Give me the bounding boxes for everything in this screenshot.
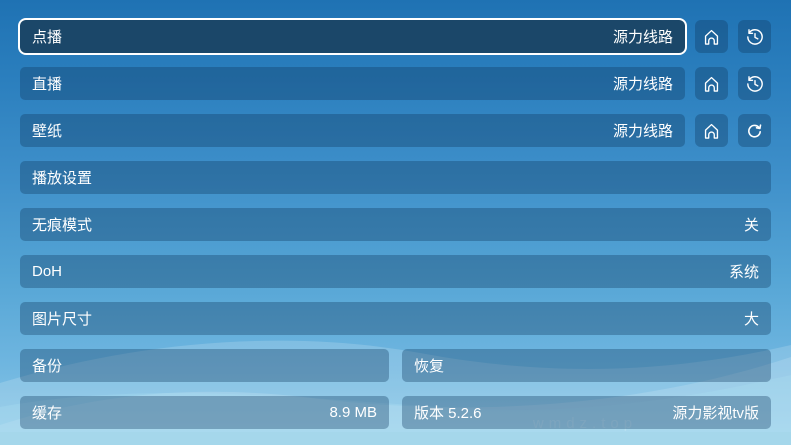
vod-line-bar[interactable]: 点播 源力线路 — [20, 20, 685, 53]
image-size-label: 图片尺寸 — [32, 311, 93, 328]
edition-label: 源力影视tv版 — [672, 405, 759, 422]
backup-button[interactable]: 备份 — [20, 349, 389, 382]
live-history-button[interactable] — [738, 67, 771, 100]
setting-row-incognito: 无痕模式 关 — [20, 208, 771, 241]
wallpaper-line-value: 源力线路 — [612, 123, 673, 140]
doh-bar[interactable]: DoH 系统 — [20, 255, 771, 288]
setting-row-playback: 播放设置 — [20, 161, 771, 194]
live-line-value: 源力线路 — [612, 76, 673, 93]
live-home-button[interactable] — [695, 67, 728, 100]
version-label: 版本 5.2.6 — [414, 405, 482, 422]
vod-label: 点播 — [32, 29, 63, 46]
home-icon — [702, 74, 721, 93]
setting-row-image-size: 图片尺寸 大 — [20, 302, 771, 335]
version-bar[interactable]: 版本 5.2.6 源力影视tv版 — [402, 396, 771, 429]
restore-button[interactable]: 恢复 — [402, 349, 771, 382]
incognito-mode-bar[interactable]: 无痕模式 关 — [20, 208, 771, 241]
vod-home-button[interactable] — [695, 20, 728, 53]
restore-label: 恢复 — [414, 358, 445, 375]
backup-restore-row: 备份 恢复 — [20, 349, 771, 382]
setting-row-live: 直播 源力线路 — [20, 67, 771, 100]
incognito-mode-value: 关 — [743, 217, 759, 234]
wallpaper-label: 壁纸 — [32, 123, 63, 140]
vod-history-button[interactable] — [738, 20, 771, 53]
status-row: 缓存 8.9 MB 版本 5.2.6 源力影视tv版 — [20, 396, 771, 429]
live-line-bar[interactable]: 直播 源力线路 — [20, 67, 685, 100]
vod-line-value: 源力线路 — [612, 29, 673, 46]
image-size-value: 大 — [743, 311, 759, 328]
doh-label: DoH — [32, 263, 63, 280]
cache-size: 8.9 MB — [329, 404, 377, 421]
home-icon — [702, 27, 721, 46]
setting-row-vod: 点播 源力线路 — [20, 20, 771, 53]
live-label: 直播 — [32, 76, 63, 93]
setting-row-wallpaper: 壁纸 源力线路 — [20, 114, 771, 147]
backup-label: 备份 — [32, 358, 63, 375]
home-icon — [702, 121, 721, 140]
wallpaper-line-bar[interactable]: 壁纸 源力线路 — [20, 114, 685, 147]
setting-row-doh: DoH 系统 — [20, 255, 771, 288]
watermark: wmdz.top — [532, 415, 638, 432]
cache-label: 缓存 — [32, 405, 63, 422]
history-icon — [745, 74, 765, 94]
playback-settings-bar[interactable]: 播放设置 — [20, 161, 771, 194]
wallpaper-home-button[interactable] — [695, 114, 728, 147]
doh-value: 系统 — [728, 264, 759, 281]
image-size-bar[interactable]: 图片尺寸 大 — [20, 302, 771, 335]
incognito-mode-label: 无痕模式 — [32, 217, 93, 234]
playback-settings-label: 播放设置 — [32, 170, 93, 187]
refresh-icon — [745, 121, 764, 140]
history-icon — [745, 27, 765, 47]
cache-bar[interactable]: 缓存 8.9 MB — [20, 396, 389, 429]
wallpaper-refresh-button[interactable] — [738, 114, 771, 147]
bottom-strip — [0, 432, 791, 445]
